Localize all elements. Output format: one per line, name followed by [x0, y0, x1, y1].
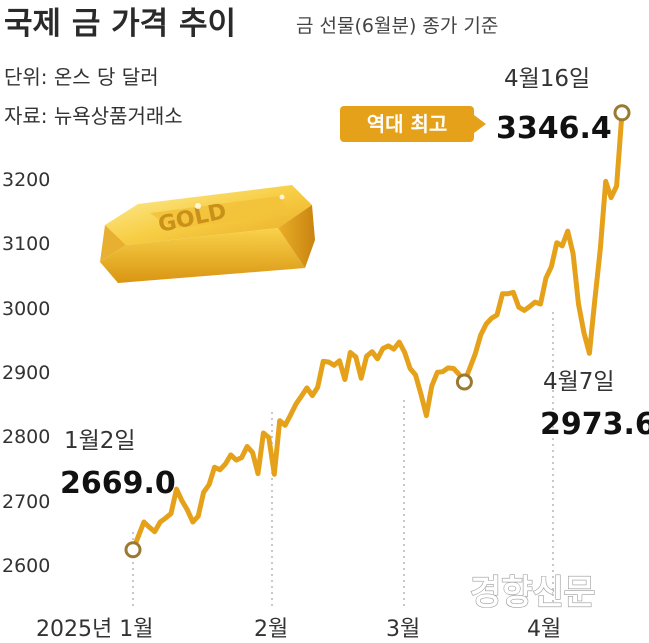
annotation-value: 3346.4	[496, 111, 612, 146]
record-high-badge	[340, 106, 474, 142]
marker-start	[124, 541, 142, 559]
y-tick-label: 2900	[2, 362, 50, 384]
gold-bar-icon: GOLD	[100, 185, 315, 283]
x-tick-label: 2025년 1월	[36, 617, 153, 642]
x-tick-label: 3월	[386, 617, 420, 642]
y-tick-label: 3200	[2, 169, 50, 191]
source-label: 자료: 뉴욕상품거래소	[4, 104, 183, 128]
y-axis: 3200 3100 3000 2900 2800 2700 2600	[2, 169, 50, 577]
y-tick-label: 3100	[2, 233, 50, 255]
x-axis: 2025년 1월 2월 3월 4월	[36, 617, 561, 642]
chart-subtitle: 금 선물(6월분) 종가 기준	[296, 15, 498, 37]
annotation-date: 1월2일	[64, 428, 136, 454]
annotation-date: 4월7일	[543, 369, 615, 395]
unit-label: 단위: 온스 당 달러	[4, 65, 159, 89]
x-tick-label: 4월	[527, 617, 561, 642]
annotation-start: 1월2일 2669.0	[60, 428, 176, 501]
annotation-value: 2669.0	[60, 466, 176, 501]
y-tick-label: 2700	[2, 491, 50, 513]
badge-pointer	[474, 115, 486, 133]
month-guides	[132, 312, 554, 606]
chart-title: 국제 금 가격 추이	[4, 6, 236, 42]
x-tick-label: 2월	[254, 617, 288, 642]
y-tick-label: 2800	[2, 426, 50, 448]
annotation-low: 4월7일 2973.6	[540, 369, 649, 442]
y-tick-label: 2600	[2, 555, 50, 577]
price-series	[124, 104, 631, 559]
y-tick-label: 3000	[2, 298, 50, 320]
series-line	[130, 110, 625, 553]
annotation-high: 4월16일 역대 최고 3346.4	[340, 66, 612, 146]
publisher-credit: 경향신문	[470, 573, 595, 613]
annotation-value: 2973.6	[540, 407, 649, 442]
annotation-date: 4월16일	[504, 66, 590, 92]
badge-label: 역대 최고	[367, 112, 448, 136]
marker-high	[613, 104, 631, 122]
marker-low	[455, 373, 473, 391]
